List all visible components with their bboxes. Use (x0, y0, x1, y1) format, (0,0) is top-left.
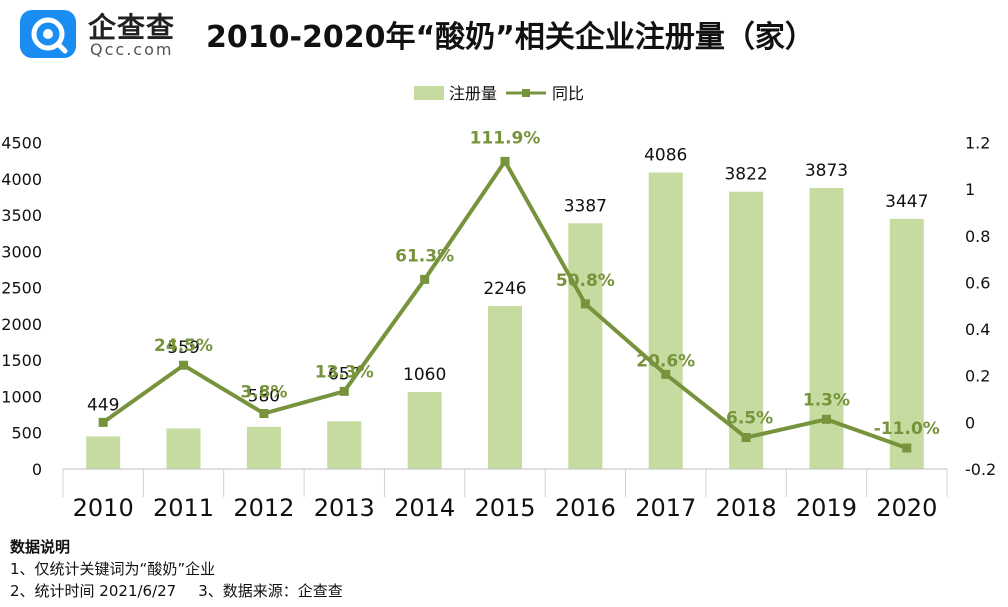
bar-value-label: 3822 (724, 165, 767, 185)
x-tick-label: 2012 (233, 494, 294, 522)
yoy-point (420, 274, 430, 284)
notes-heading: 数据说明 (10, 538, 71, 556)
notes-line-1: 1、仅统计关键词为“酸奶”企业 (10, 560, 216, 578)
header: 企查查 Qcc.com 2010-2020年“酸奶”相关企业注册量（家） (0, 0, 1008, 70)
notes-line-2b: 3、数据来源：企查查 (198, 582, 343, 600)
x-tick-label: 2016 (555, 494, 616, 522)
y-right-tick-label: 1 (965, 180, 975, 199)
legend-swatch-bar (414, 86, 444, 100)
x-tick-label: 2017 (635, 494, 696, 522)
y-right-tick-label: 1.2 (965, 134, 990, 153)
page-title: 2010-2020年“酸奶”相关企业注册量（家） (206, 20, 815, 55)
yoy-point (661, 369, 671, 379)
x-tick-label: 2019 (796, 494, 857, 522)
bar-2014 (407, 392, 442, 469)
yoy-point (580, 299, 590, 309)
notes-line-2: 2、统计时间 2021/6/27 3、数据来源：企查查 (10, 580, 343, 602)
y-left-tick-label: 4500 (1, 134, 42, 153)
bar-value-label: 559 (167, 338, 199, 358)
notes-line-2a: 2、统计时间 2021/6/27 (10, 582, 177, 600)
yoy-value-label: 24.5% (154, 336, 213, 356)
y-left-tick-label: 0 (32, 460, 42, 479)
yoy-value-label: -6.5% (719, 409, 773, 429)
chart: 注册量 同比 0 500 1000 1500 2000 2500 3000 3500 4000 450… (1, 84, 996, 522)
bar-2018 (729, 191, 764, 469)
y-left-tick-label: 3000 (1, 242, 42, 261)
x-tick-label: 2013 (314, 494, 375, 522)
yoy-point (821, 414, 831, 424)
legend-marker-swatch (522, 89, 530, 97)
bar-2013 (327, 421, 362, 469)
bar-2020 (889, 218, 924, 469)
yoy-value-label: 13.3% (315, 362, 374, 382)
yoy-point (339, 386, 349, 396)
x-tick-label: 2020 (876, 494, 937, 522)
y-right-tick-label: 0.6 (965, 273, 990, 292)
logo-domain: Qcc.com (90, 40, 174, 59)
bar-2012 (246, 426, 281, 469)
bar-value-label: 449 (87, 395, 119, 415)
logo-name: 企查查 (88, 11, 176, 44)
bar-value-label: 580 (248, 386, 280, 406)
yoy-point (741, 433, 751, 443)
yoy-point (179, 360, 189, 370)
y-left-tick-label: 1500 (1, 351, 42, 370)
y-right-tick-label: 0.8 (965, 227, 990, 246)
y-right-tick-label: 0.4 (965, 320, 990, 339)
qcc-logo-icon (20, 10, 76, 58)
bar-value-label: 2246 (483, 279, 526, 299)
y-left-tick-label: 3500 (1, 206, 42, 225)
bar-value-label: 4086 (644, 146, 687, 166)
bar-2017 (648, 172, 683, 469)
y-right-tick-label: -0.2 (965, 460, 996, 479)
y-left-tick-label: 2000 (1, 315, 42, 334)
x-tick-label: 2014 (394, 494, 455, 522)
bar-2019 (809, 187, 844, 469)
y-left-tick-label: 4000 (1, 170, 42, 189)
legend-label-line: 同比 (552, 84, 584, 103)
x-tick-label: 2018 (716, 494, 777, 522)
yoy-value-label: 20.6% (636, 351, 695, 371)
yoy-point (500, 156, 510, 166)
yoy-value-label: 61.3% (395, 246, 454, 266)
bar-2010 (86, 436, 121, 469)
y-left-tick-label: 500 (11, 424, 42, 443)
x-tick-label: 2015 (474, 494, 535, 522)
yoy-value-label: -11.0% (874, 419, 940, 439)
yoy-point (902, 443, 912, 453)
bar-2011 (166, 428, 201, 469)
yoy-value-label: 3.8% (240, 382, 287, 402)
yoy-value-label: 50.8% (556, 271, 615, 291)
yoy-value-label: 1.3% (803, 390, 850, 410)
bar-value-label: 1060 (403, 365, 446, 385)
yoy-point (98, 417, 108, 427)
yoy-value-label: 111.9% (470, 128, 541, 148)
y-left-tick-label: 2500 (1, 279, 42, 298)
bar-value-label: 3387 (564, 196, 607, 216)
x-tick-label: 2011 (153, 494, 214, 522)
y-right-tick-label: 0.2 (965, 367, 990, 386)
legend-label-bar: 注册量 (449, 84, 497, 103)
y-right-tick-label: 0 (965, 413, 975, 432)
yoy-point (259, 408, 269, 418)
bar-2015 (488, 306, 522, 469)
bar-value-label: 3873 (805, 161, 848, 181)
y-left-tick-label: 1000 (1, 387, 42, 406)
x-tick-label: 2010 (73, 494, 134, 522)
bar-2016 (568, 223, 603, 469)
bar-value-label: 3447 (885, 192, 928, 212)
data-notes: 数据说明 1、仅统计关键词为“酸奶”企业 2、统计时间 2021/6/27 3、数… (10, 536, 343, 602)
